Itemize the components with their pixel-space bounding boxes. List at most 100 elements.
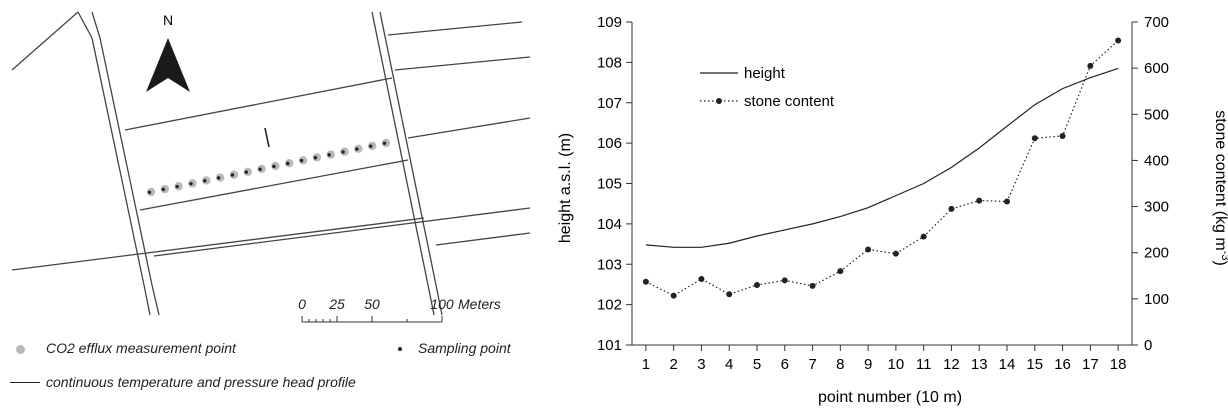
right-axis-ticks: 0 100 200 300 400 500 600 700	[1132, 14, 1169, 354]
right-tick-label: 200	[1144, 245, 1169, 262]
stone-content-point	[865, 246, 872, 253]
map-legend-row-1: CO2 efflux measurement point Sampling po…	[16, 340, 536, 360]
x-axis-ticks: 1 2 3 4 5 6 7 8 9 10 11 12 13 14 15 16 17 18	[642, 345, 1127, 373]
stone-content-point	[948, 205, 955, 212]
scale-unit: Meters	[458, 296, 501, 312]
series-points	[642, 37, 1122, 299]
stone-content-point	[809, 282, 816, 289]
measurement-points	[146, 138, 391, 197]
y-right-axis-label: stone content (kg m-3)	[1212, 110, 1228, 266]
x-tick-label: 10	[888, 356, 905, 373]
left-tick-label: 107	[597, 95, 622, 112]
right-tick-label: 300	[1144, 199, 1169, 216]
boundary-ne-1	[387, 21, 523, 36]
boundary-north	[124, 77, 393, 131]
x-tick-label: 11	[916, 356, 932, 373]
map-panel: N 0 25 50 100 Meters CO2 efflux measurem…	[0, 0, 540, 410]
series-lines	[645, 40, 1119, 297]
legend-height-label: height	[744, 65, 786, 82]
y-right-label-sup: -3	[1219, 251, 1228, 261]
profile-marker	[264, 127, 270, 148]
y-right-label-main: stone content (kg m	[1212, 110, 1228, 251]
stone-content-point	[920, 233, 927, 240]
legend-sampling-label: Sampling point	[418, 340, 511, 356]
x-tick-label: 12	[943, 356, 960, 373]
north-arrow-icon	[146, 38, 190, 92]
road-west-left-edge	[91, 11, 153, 286]
map-roads	[11, 11, 531, 316]
scale-tick-50: 50	[364, 296, 380, 312]
stone-content-point	[698, 276, 705, 283]
boundary-lower	[153, 207, 531, 257]
x-axis-label: point number (10 m)	[818, 389, 962, 406]
x-tick-label: 16	[1054, 356, 1071, 373]
left-axis-ticks: 101 102 103 104 105 106 107 108 109	[597, 14, 632, 354]
left-tick-label: 104	[597, 216, 622, 233]
boundary-mid	[139, 159, 409, 211]
boundary-south	[11, 217, 425, 271]
sampling-point	[341, 150, 345, 154]
road-nw-diagonal	[11, 11, 79, 71]
series-line-height	[645, 67, 1119, 248]
stone-content-point	[1004, 198, 1010, 205]
stone-content-point	[754, 282, 760, 289]
scale-tick-0: 0	[298, 296, 306, 312]
boundary-ne-2	[394, 56, 531, 71]
sampling-point	[327, 153, 331, 157]
sampling-point	[230, 173, 235, 177]
series-line-stone-content	[645, 40, 1119, 297]
road-west-lower-left	[151, 284, 160, 316]
scale-tick-100: 100	[430, 296, 454, 312]
x-tick-label: 14	[999, 356, 1016, 373]
map-legend-row-2: continuous temperature and pressure head…	[10, 374, 530, 394]
sampling-point	[258, 167, 262, 171]
boundary-e-1	[407, 117, 531, 139]
y-left-axis-label: height a.s.l. (m)	[557, 133, 574, 243]
right-tick-label: 600	[1144, 60, 1169, 77]
scale-bar	[301, 316, 443, 323]
x-tick-label: 15	[1026, 356, 1043, 373]
stone-content-point	[1115, 37, 1122, 44]
stone-content-point	[892, 250, 899, 257]
sampling-point	[161, 187, 166, 192]
x-tick-label: 18	[1110, 356, 1127, 373]
right-tick-label: 400	[1144, 152, 1169, 169]
chart-panel: 101 102 103 104 105 106 107 108 109 0 100 200 300 40…	[540, 0, 1228, 410]
right-tick-label: 700	[1144, 14, 1169, 31]
stone-content-point	[642, 278, 649, 285]
sampling-point	[382, 141, 387, 145]
scale-tick-25: 25	[328, 296, 345, 312]
sampling-point	[272, 164, 276, 169]
sampling-point	[216, 176, 221, 180]
sampling-point	[313, 156, 318, 160]
x-tick-label: 13	[971, 356, 988, 373]
profile-line-icon	[10, 382, 40, 383]
x-tick-label: 8	[836, 356, 844, 373]
co2-point-icon	[16, 345, 25, 354]
legend-profile-label: continuous temperature and pressure head…	[46, 374, 356, 390]
site-map: N 0 25 50 100 Meters	[11, 11, 531, 323]
sampling-point	[355, 147, 359, 151]
road-west-right-edge	[77, 11, 145, 286]
left-tick-label: 109	[597, 14, 622, 31]
chart-legend: height stone content	[700, 65, 835, 110]
sampling-point	[175, 184, 179, 189]
chart-axes	[631, 22, 1133, 346]
road-west-lower-right	[143, 284, 151, 316]
stone-content-point	[670, 292, 677, 299]
stone-content-point	[976, 197, 983, 204]
boundary-se	[435, 232, 531, 246]
x-tick-label: 7	[808, 356, 816, 373]
stone-content-point	[837, 268, 844, 275]
left-tick-label: 106	[597, 135, 622, 152]
x-tick-label: 6	[781, 356, 789, 373]
legend-stone-label: stone content	[744, 93, 835, 110]
stone-content-point	[1087, 62, 1094, 69]
sampling-point	[203, 179, 207, 183]
stone-content-point	[1059, 132, 1066, 139]
legend-stone-marker	[716, 98, 722, 104]
y-right-label-close: )	[1212, 260, 1228, 265]
right-tick-label: 100	[1144, 291, 1169, 308]
sampling-point-icon	[398, 347, 402, 351]
